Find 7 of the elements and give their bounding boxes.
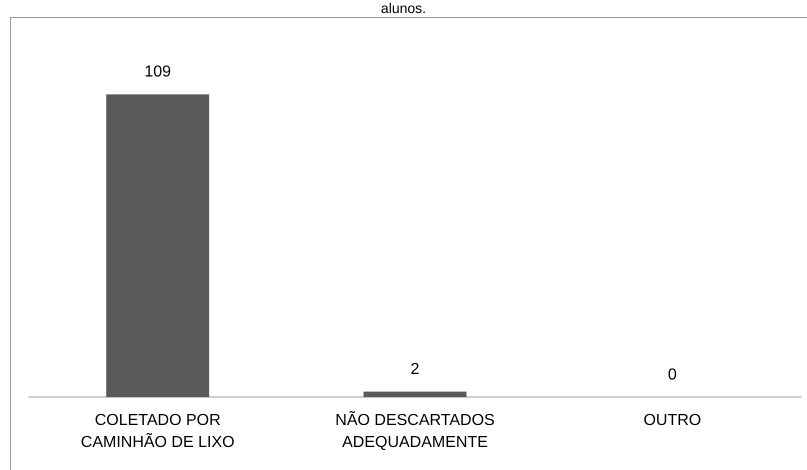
chart-title: alunos. (380, 0, 428, 17)
data-label: 2 (410, 361, 420, 378)
x-tick-label: NÃO DESCARTADOS ADEQUADAMENTE (335, 410, 495, 452)
x-tick-label: OUTRO (643, 412, 702, 429)
data-label: 109 (144, 64, 172, 81)
data-label: 0 (668, 366, 677, 384)
x-tick-label: COLETADO POR CAMINHÃO DE LIXO (80, 412, 235, 452)
